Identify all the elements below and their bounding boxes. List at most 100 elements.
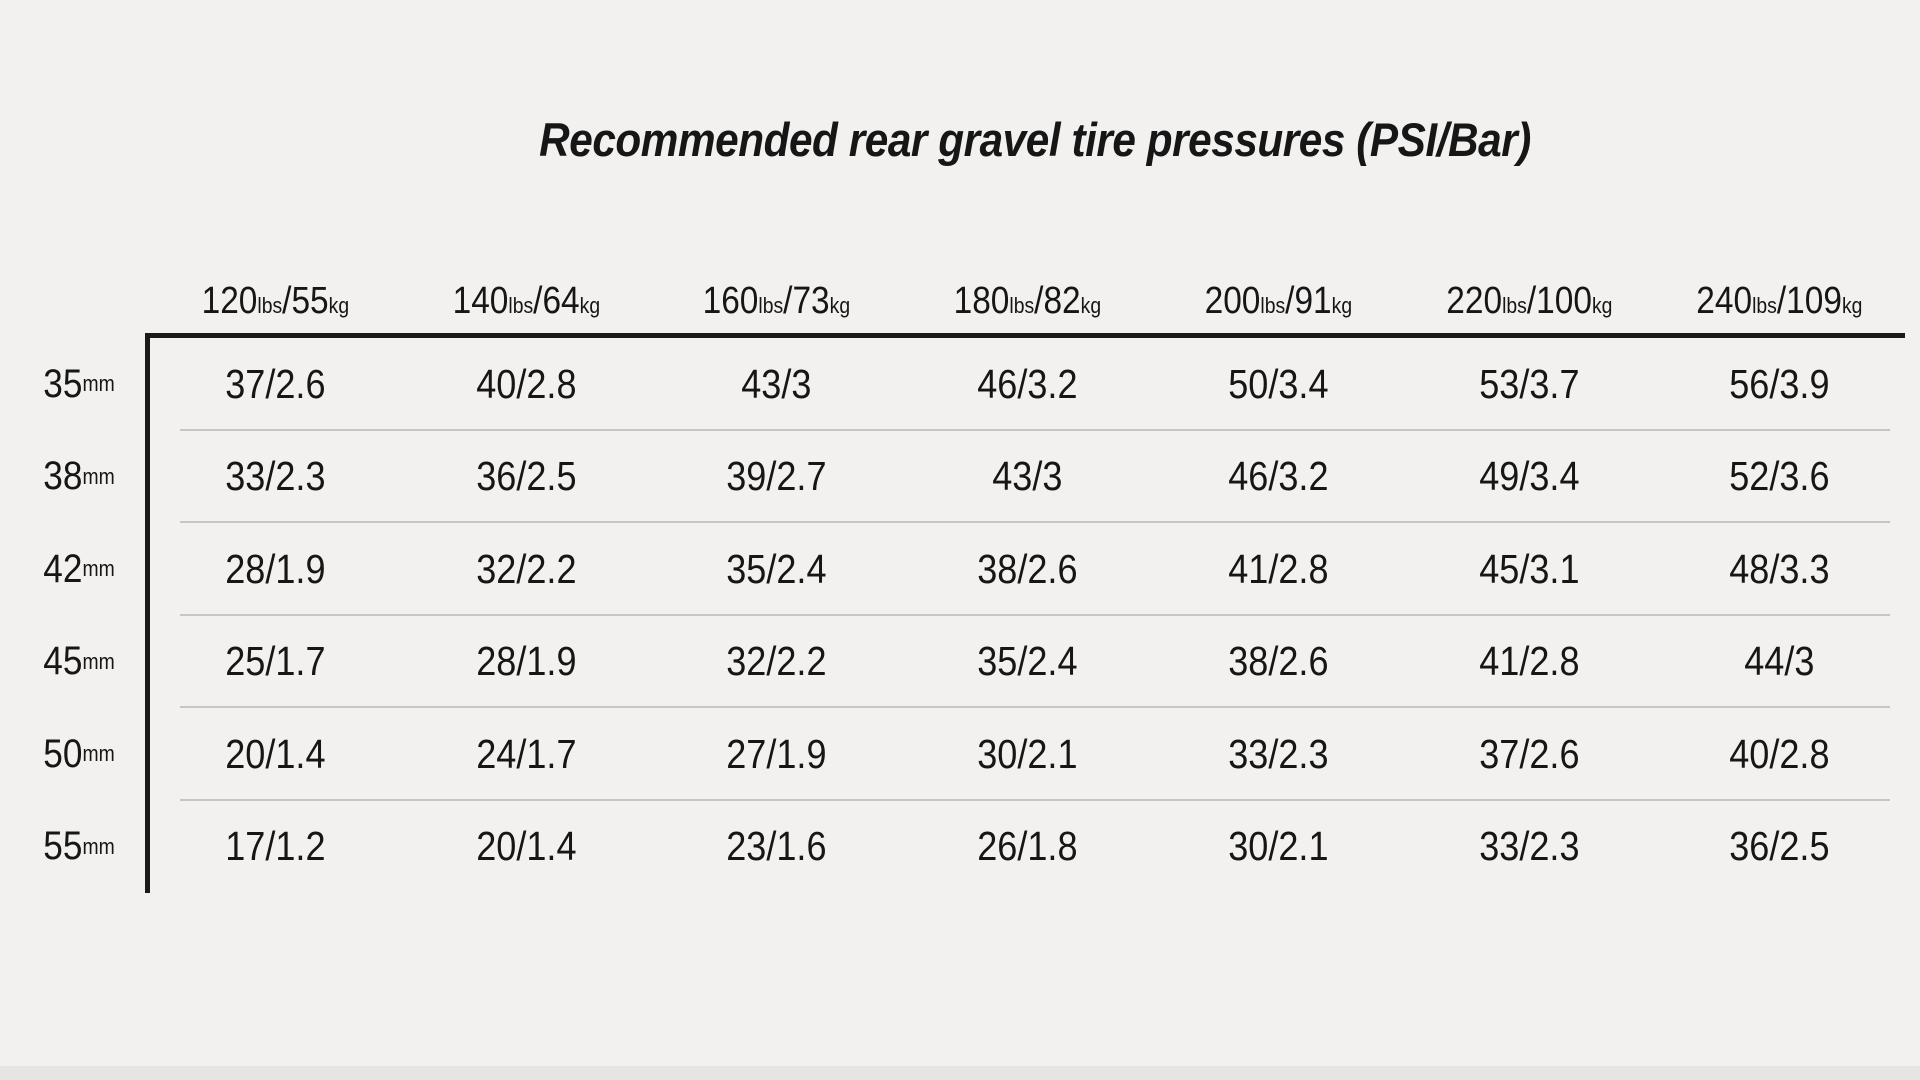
- row-header-tire-width: 35 mm: [42, 338, 139, 431]
- pressure-cell: 41/2.8: [1478, 638, 1580, 685]
- mm-unit-label: mm: [82, 833, 115, 859]
- mm-unit-label: mm: [82, 648, 115, 674]
- table-body: 35 mm 37/2.6 40/2.8 43/3 46/3.2 50/3.4 53…: [35, 333, 1905, 893]
- row-cells: 20/1.4 24/1.7 27/1.9 30/2.1 33/2.3 37/2.…: [150, 708, 1905, 801]
- kg-unit-label: kg: [1080, 293, 1102, 318]
- row-cells: 37/2.6 40/2.8 43/3 46/3.2 50/3.4 53/3.7 …: [150, 338, 1905, 431]
- bottom-edge-strip: [0, 1066, 1920, 1080]
- pressure-cell: 30/2.1: [977, 730, 1078, 777]
- weight-separator: /: [1777, 280, 1787, 322]
- lbs-unit-label: lbs: [758, 293, 784, 318]
- kg-unit-label: kg: [1331, 293, 1352, 318]
- kg-unit-label: kg: [1842, 293, 1863, 318]
- lbs-unit-label: lbs: [1501, 293, 1527, 318]
- column-header-rider-weight: 220lbs/100kg: [1419, 280, 1640, 323]
- pressure-cell: 20/1.4: [225, 730, 326, 777]
- tire-width-value: 38: [43, 454, 83, 499]
- pressure-cell: 40/2.8: [1729, 730, 1830, 777]
- pressure-cell: 26/1.8: [977, 823, 1078, 870]
- kg-unit-label: kg: [328, 293, 350, 318]
- pressure-cell: 38/2.6: [1228, 638, 1329, 685]
- pressure-cell: 24/1.7: [475, 730, 577, 777]
- lbs-unit-label: lbs: [508, 293, 533, 318]
- pressure-cell: 20/1.4: [475, 823, 577, 870]
- row-header-tire-width: 42 mm: [42, 523, 139, 616]
- lbs-unit-label: lbs: [1009, 293, 1035, 318]
- weight-lbs-value: 180: [953, 280, 1010, 322]
- pressure-cell: 33/2.3: [1228, 730, 1329, 777]
- pressure-cell: 33/2.3: [1478, 823, 1580, 870]
- lbs-unit-label: lbs: [1260, 293, 1286, 318]
- pressure-cell: 39/2.7: [726, 453, 827, 500]
- weight-kg-value: 91: [1294, 280, 1332, 322]
- tire-width-value: 42: [43, 546, 83, 591]
- row-cells: 25/1.7 28/1.9 32/2.2 35/2.4 38/2.6 41/2.…: [150, 616, 1905, 709]
- pressure-cell: 35/2.4: [726, 545, 827, 592]
- chart-title: Recommended rear gravel tire pressures (…: [539, 113, 1531, 166]
- weight-lbs-value: 220: [1445, 280, 1502, 322]
- pressure-cell: 48/3.3: [1729, 545, 1830, 592]
- table-row: 50 mm 20/1.4 24/1.7 27/1.9 30/2.1 33/2.3 …: [35, 708, 1905, 801]
- weight-kg-value: 73: [792, 280, 831, 322]
- row-cells: 17/1.2 20/1.4 23/1.6 26/1.8 30/2.1 33/2.…: [150, 801, 1905, 894]
- tire-width-value: 35: [43, 361, 83, 406]
- pressure-cell: 46/3.2: [1228, 453, 1329, 500]
- pressure-cell: 50/3.4: [1228, 360, 1329, 407]
- pressure-cell: 30/2.1: [1228, 823, 1329, 870]
- weight-kg-value: 100: [1535, 280, 1592, 322]
- weight-lbs-value: 140: [452, 280, 509, 322]
- column-header-row: 120lbs/55kg 140lbs/64kg 160lbs/73kg 180l…: [35, 250, 1905, 333]
- mm-unit-label: mm: [82, 741, 115, 767]
- pressure-cell: 56/3.9: [1729, 360, 1830, 407]
- row-cells: 33/2.3 36/2.5 39/2.7 43/3 46/3.2 49/3.4 …: [150, 431, 1905, 524]
- pressure-table: 120lbs/55kg 140lbs/64kg 160lbs/73kg 180l…: [35, 250, 1905, 893]
- pressure-cell: 36/2.5: [475, 453, 577, 500]
- pressure-cell: 28/1.9: [225, 545, 326, 592]
- lbs-unit-label: lbs: [257, 293, 283, 318]
- weight-lbs-value: 240: [1696, 280, 1753, 322]
- pressure-cell: 52/3.6: [1729, 453, 1830, 500]
- column-header-rider-weight: 160lbs/73kg: [666, 280, 887, 323]
- mm-unit-label: mm: [82, 556, 115, 582]
- pressure-cell: 25/1.7: [225, 638, 326, 685]
- column-header-rider-weight: 240lbs/109kg: [1669, 280, 1890, 323]
- pressure-cell: 37/2.6: [225, 360, 326, 407]
- pressure-cell: 46/3.2: [977, 360, 1078, 407]
- pressure-cell: 49/3.4: [1478, 453, 1580, 500]
- tire-width-value: 45: [43, 639, 83, 684]
- lbs-unit-label: lbs: [1752, 293, 1778, 318]
- weight-lbs-value: 120: [201, 280, 258, 322]
- pressure-cell: 43/3: [992, 453, 1063, 500]
- pressure-cell: 32/2.2: [726, 638, 827, 685]
- column-header-rider-weight: 140lbs/64kg: [416, 280, 637, 323]
- table-row: 38 mm 33/2.3 36/2.5 39/2.7 43/3 46/3.2 49…: [35, 431, 1905, 524]
- column-header-rider-weight: 120lbs/55kg: [165, 280, 386, 323]
- row-header-tire-width: 55 mm: [42, 801, 139, 894]
- pressure-cell: 27/1.9: [726, 730, 827, 777]
- row-cells: 28/1.9 32/2.2 35/2.4 38/2.6 41/2.8 45/3.…: [150, 523, 1905, 616]
- weight-lbs-value: 160: [703, 280, 759, 322]
- row-header-tire-width: 50 mm: [42, 708, 139, 801]
- pressure-cell: 23/1.6: [726, 823, 827, 870]
- row-header-tire-width: 45 mm: [42, 616, 139, 709]
- table-row: 42 mm 28/1.9 32/2.2 35/2.4 38/2.6 41/2.8 …: [35, 523, 1905, 616]
- weight-separator: /: [1034, 280, 1044, 322]
- column-header-rider-weight: 180lbs/82kg: [917, 280, 1138, 323]
- kg-unit-label: kg: [1591, 293, 1613, 318]
- weight-separator: /: [783, 280, 793, 322]
- column-header-rider-weight: 200lbs/91kg: [1168, 280, 1389, 323]
- tire-width-value: 50: [43, 731, 83, 776]
- pressure-cell: 33/2.3: [225, 453, 326, 500]
- table-row: 45 mm 25/1.7 28/1.9 32/2.2 35/2.4 38/2.6 …: [35, 616, 1905, 709]
- pressure-cell: 32/2.2: [475, 545, 577, 592]
- weight-separator: /: [1526, 280, 1536, 322]
- pressure-cell: 45/3.1: [1478, 545, 1580, 592]
- pressure-cell: 35/2.4: [977, 638, 1078, 685]
- table-row: 35 mm 37/2.6 40/2.8 43/3 46/3.2 50/3.4 53…: [35, 338, 1905, 431]
- pressure-cell: 38/2.6: [977, 545, 1078, 592]
- pressure-cell: 41/2.8: [1228, 545, 1329, 592]
- pressure-cell: 17/1.2: [225, 823, 326, 870]
- tire-width-value: 55: [43, 824, 83, 869]
- mm-unit-label: mm: [82, 463, 115, 489]
